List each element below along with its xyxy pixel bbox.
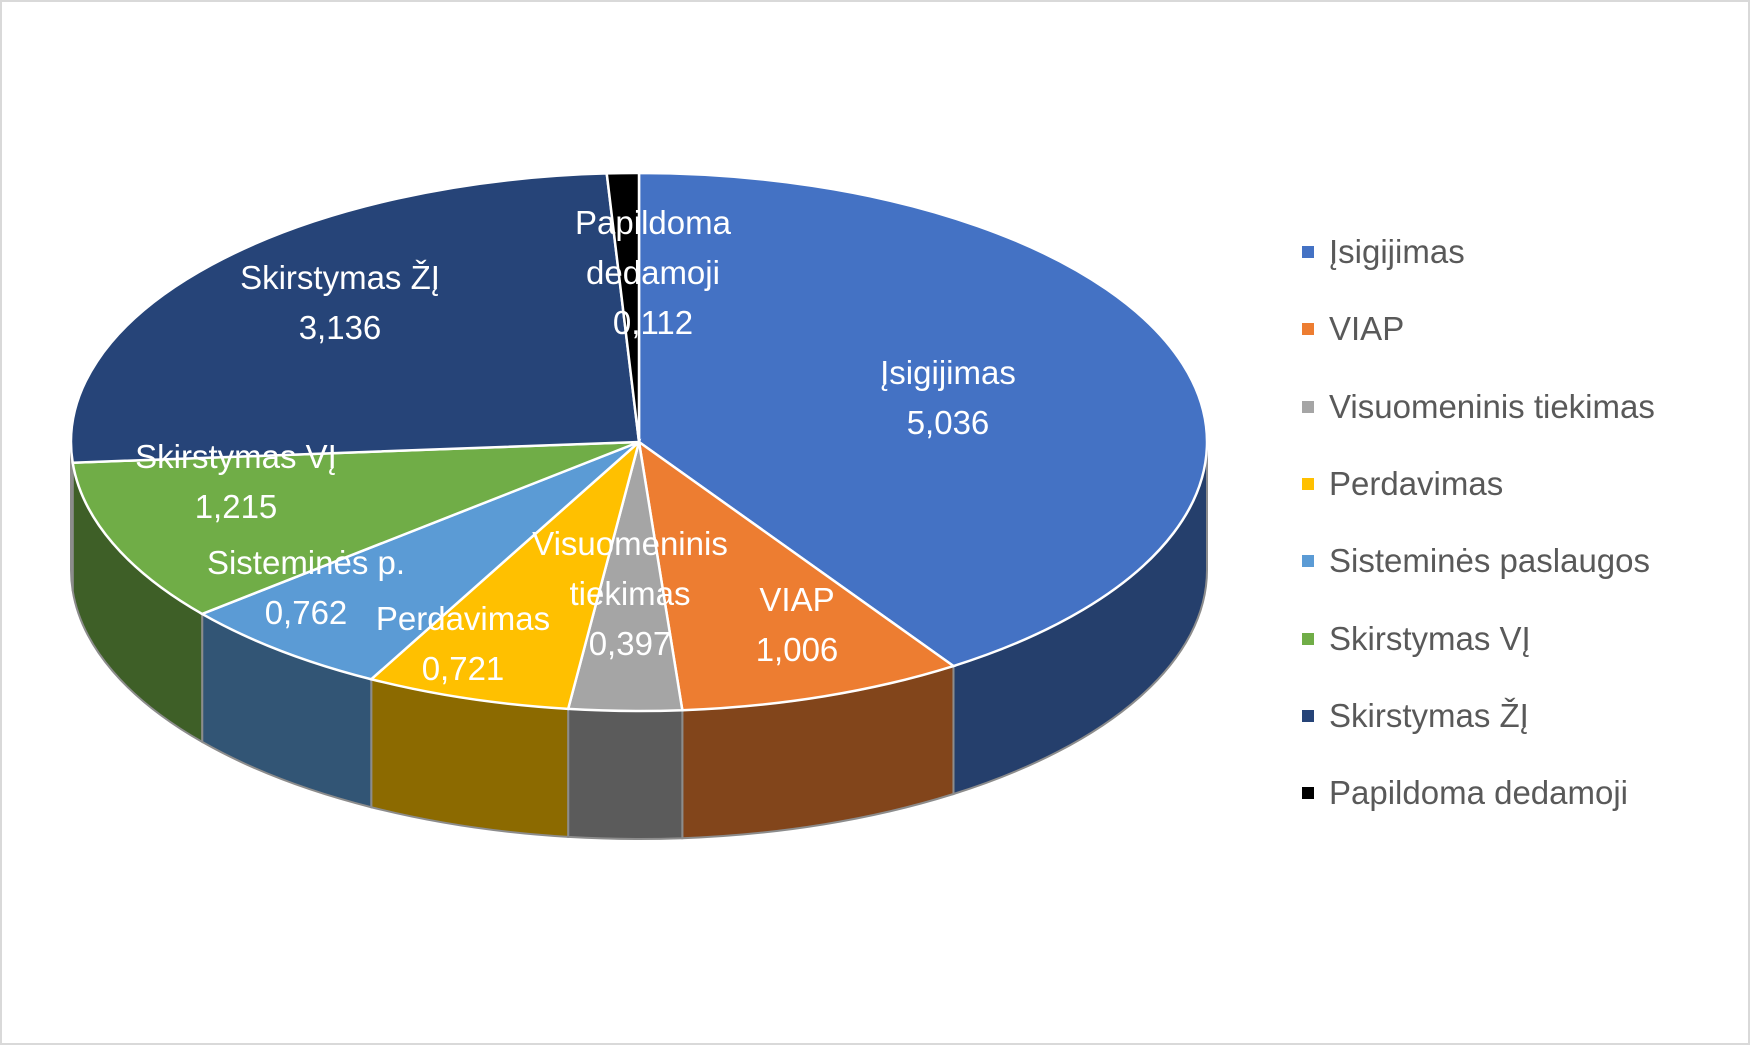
slice-label: Skirstymas ŽĮ [240,259,440,296]
legend-swatch [1302,632,1314,645]
data-label: Sisteminės p. 0,762 [191,538,421,638]
legend-label: Sisteminės paslaugos [1329,542,1651,580]
data-label: Visuomeninis tiekimas 0,397 [515,519,745,669]
slice [368,438,642,711]
data-label: Skirstymas VĮ 1,215 [121,432,351,532]
legend-label: Papildoma dedamoji [1329,774,1629,812]
value-label: 0,762 [264,594,348,631]
legend-swatch [1302,477,1314,490]
value-label: 1,215 [194,488,278,525]
legend-swatch [1302,787,1314,800]
value-label: 5,036 [906,404,990,441]
data-label: Įsigijimas 5,036 [833,348,1063,448]
value-label: 0,721 [421,650,505,687]
data-label: VIAP 1,006 [682,575,912,675]
slice-label: Įsigijimas [880,354,1016,391]
slice-label: VIAP [759,581,835,618]
legend-label: Perdavimas [1329,464,1504,502]
legend-label: Skirstymas ŽĮ [1329,696,1529,734]
value-label: 3,136 [298,309,382,346]
legend-swatch [1302,323,1314,336]
slice-label: Skirstymas VĮ [135,438,337,475]
data-label: Papildoma dedamoji 0,112 [538,198,768,348]
legend-label: Įsigijimas [1329,233,1465,270]
slice-label: Sisteminės p. [206,544,406,581]
legend-swatch [1302,709,1314,722]
legend-swatch [1302,246,1314,258]
data-label: Perdavimas 0,721 [348,594,578,694]
legend-label: Skirstymas VĮ [1329,619,1531,657]
value-label: 0,112 [612,304,694,341]
legend-label: VIAP [1329,310,1405,348]
value-label: 1,006 [755,631,839,668]
legend-label: Visuomeninis tiekimas [1329,387,1655,425]
value-label: 0,397 [588,625,672,662]
slice [199,440,640,681]
slice [69,172,641,464]
data-label: Skirstymas ŽĮ 3,136 [225,253,455,353]
legend-swatch [1302,400,1314,413]
slice [71,440,640,616]
slice-label: Visuomeninis tiekimas [532,525,728,612]
slice-label: Papildoma dedamoji [575,204,731,291]
legend-swatch [1302,555,1314,568]
slice-side [567,707,684,840]
slice [637,439,957,712]
slice [605,171,641,443]
slice-label: Perdavimas [375,600,551,637]
